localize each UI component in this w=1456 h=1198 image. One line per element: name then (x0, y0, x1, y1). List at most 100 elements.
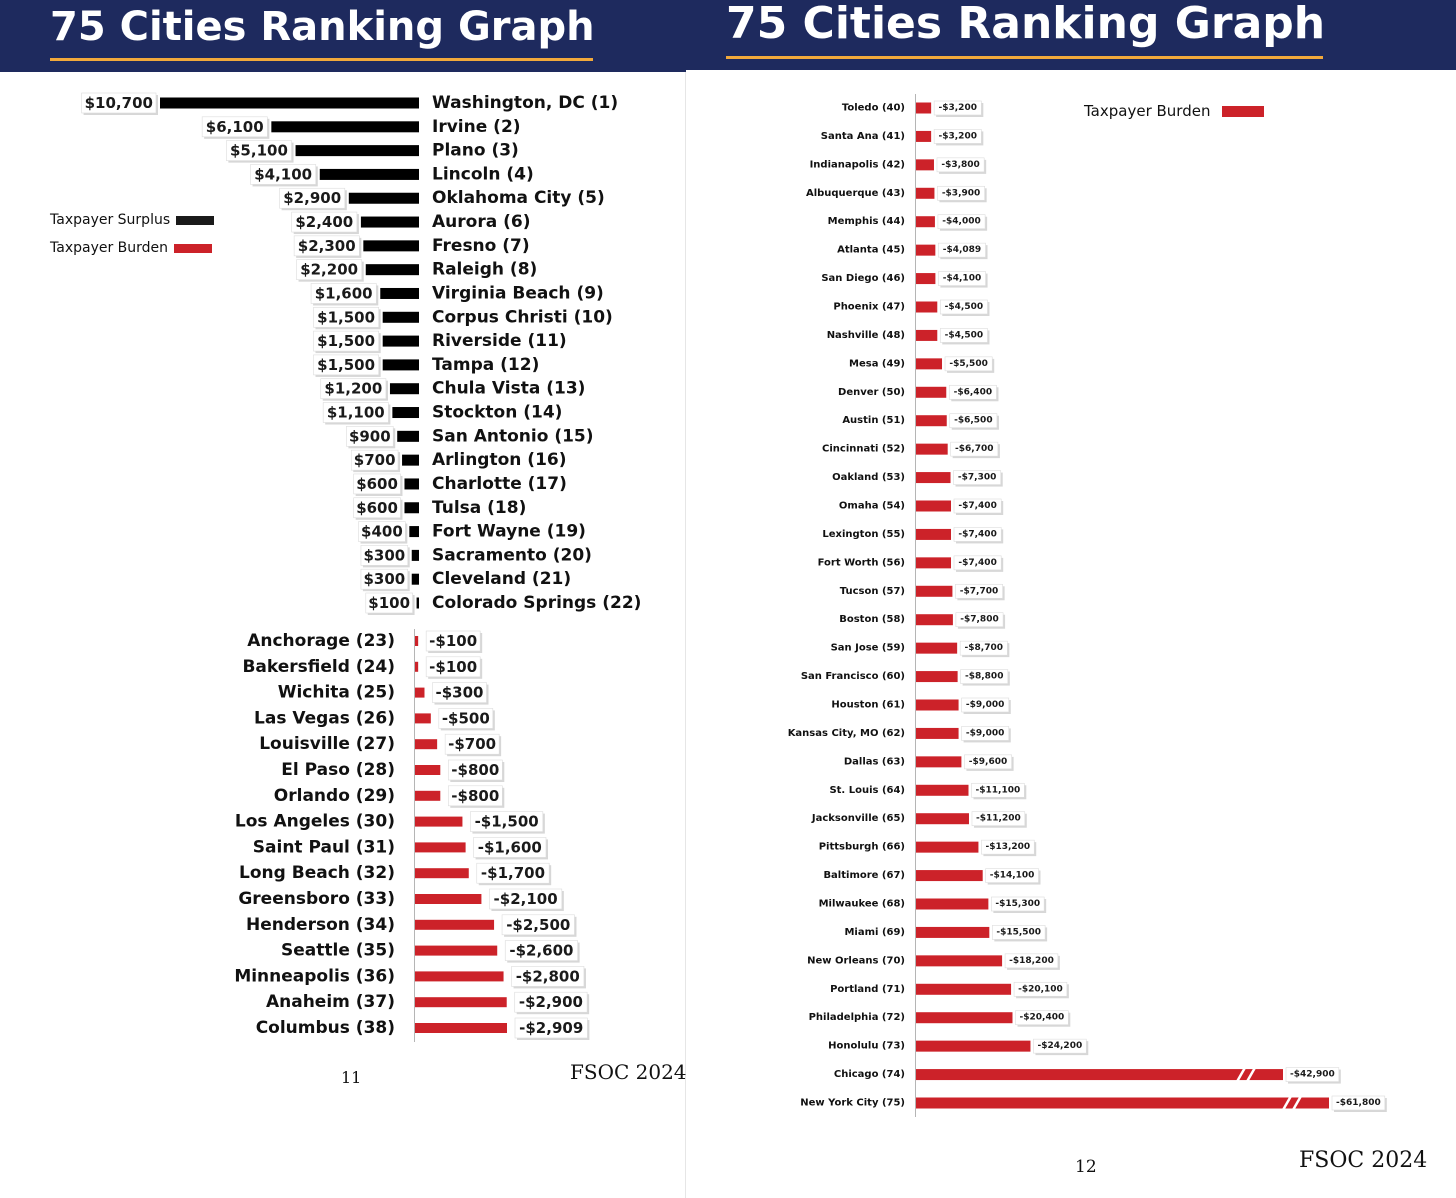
burden-value-label-anaheim-37-bg (514, 991, 588, 1013)
surplus-bar-fresno-7 (363, 240, 419, 252)
legend-burden-label-right: Taxpayer Burden (1084, 102, 1211, 120)
surplus-value-label-raleigh-8-bg (296, 259, 363, 280)
burden-value-label-el-paso-28: -$800 (451, 761, 499, 779)
burden-value-label-seattle-35-bg (504, 940, 578, 961)
legend-burden-left: Taxpayer Burden (50, 240, 213, 256)
burden-category-label-philadelphia-72: Philadelphia (72) (809, 1012, 905, 1023)
burden-value-label-los-angeles-30-bg (470, 811, 544, 832)
surplus-value-label-fresno-7: $2,300 (298, 237, 356, 255)
surplus-value-label-san-antonio-15-bg (346, 426, 394, 447)
burden-value-label-kansas-city-mo-62-bg (961, 726, 1010, 741)
axis-break-mark-new-york-city-75 (1291, 1095, 1303, 1111)
burden-value-label-st-louis-64-box: -$11,100 (971, 782, 1027, 800)
surplus-bar-washington-dc-1 (160, 97, 419, 109)
surplus-value-label-stockton-14: $1,100 (327, 404, 385, 422)
surplus-category-label-virginia-beach-9: Virginia Beach (9) (432, 283, 604, 303)
surplus-value-label-corpus-christi-10: $1,500 (317, 308, 375, 326)
burden-category-label-anchorage-23: Anchorage (23) (247, 631, 395, 651)
surplus-bar-aurora-6 (360, 216, 419, 228)
burden-category-label-st-louis-64: St. Louis (64) (829, 785, 905, 796)
burden-value-label-santa-ana-41-box: -$3,200 (933, 129, 984, 146)
right-title: 75 Cities Ranking Graph (726, 0, 1326, 49)
burden-value-label-henderson-34: -$2,500 (506, 916, 570, 934)
burden-value-label-greensboro-33-bg (489, 888, 563, 910)
burden-bar-pittsburgh-66 (916, 841, 979, 853)
burden-bar-albuquerque-43 (916, 187, 935, 199)
burden-value-label-anaheim-37-box: -$2,900 (514, 991, 590, 1015)
burden-value-label-milwaukee-68: -$15,300 (995, 899, 1040, 909)
burden-value-label-wichita-25: -$300 (435, 684, 483, 702)
burden-category-label-los-angeles-30: Los Angeles (30) (235, 812, 395, 832)
burden-value-label-saint-paul-31-box: -$1,600 (473, 837, 549, 860)
burden-value-label-phoenix-47-bg (939, 299, 988, 315)
burden-category-label-las-vegas-26: Las Vegas (26) (254, 708, 395, 728)
surplus-value-label-sacramento-20-bg (360, 545, 409, 566)
burden-value-label-houston-61-box: -$9,000 (961, 697, 1011, 714)
burden-bar-long-beach-32 (415, 868, 469, 879)
burden-value-label-dallas-63: -$9,600 (969, 757, 1007, 767)
burden-category-label-cincinnati-52: Cincinnati (52) (822, 444, 905, 455)
burden-category-label-albuquerque-43: Albuquerque (43) (806, 188, 905, 199)
surplus-value-label-riverside-11-bg (313, 330, 379, 352)
surplus-value-label-san-antonio-15-box: $900 (346, 426, 396, 449)
burden-value-label-fort-worth-56: -$7,400 (958, 558, 996, 568)
surplus-bar-irvine-2 (271, 121, 419, 133)
burden-value-label-mesa-49-box: -$5,500 (944, 356, 995, 373)
burden-bar-san-jose-59 (916, 642, 958, 654)
surplus-value-label-irvine-2-bg (201, 116, 268, 138)
burden-category-label-phoenix-47: Phoenix (47) (833, 302, 905, 313)
burden-category-label-san-jose-59: San Jose (59) (831, 643, 905, 654)
burden-value-label-philadelphia-72-bg (1015, 1010, 1069, 1026)
surplus-category-label-colorado-springs-22: Colorado Springs (22) (432, 593, 641, 613)
burden-value-label-chicago-74-bg (1285, 1067, 1340, 1082)
burden-value-label-anaheim-37: -$2,900 (519, 993, 583, 1011)
burden-value-label-miami-69: -$15,500 (996, 927, 1041, 937)
burden-value-label-indianapolis-42-bg (936, 157, 985, 173)
burden-value-label-phoenix-47: -$4,500 (945, 302, 983, 312)
surplus-category-label-fresno-7: Fresno (7) (432, 236, 530, 256)
axis-break-mark-new-york-city-75 (1281, 1095, 1293, 1111)
burden-category-label-new-orleans-70: New Orleans (70) (807, 955, 905, 966)
surplus-category-label-arlington-16: Arlington (16) (432, 450, 567, 470)
burden-category-label-mesa-49: Mesa (49) (849, 358, 905, 369)
surplus-value-label-virginia-beach-9-box: $1,600 (310, 283, 379, 306)
burden-value-label-orlando-29-box: -$800 (448, 785, 505, 808)
burden-category-label-long-beach-32: Long Beach (32) (239, 863, 395, 883)
burden-bar-memphis-44 (916, 216, 935, 228)
burden-category-label-saint-paul-31: Saint Paul (31) (253, 837, 395, 857)
burden-value-label-jacksonville-65-bg (971, 811, 1026, 827)
burden-value-label-toledo-40-bg (933, 100, 982, 116)
burden-value-label-portland-71: -$20,100 (1018, 984, 1063, 994)
surplus-bar-charlotte-17 (404, 478, 419, 490)
burden-value-label-wichita-25-bg (432, 682, 487, 703)
burden-value-label-nashville-48-box: -$4,500 (939, 328, 990, 345)
burden-value-label-albuquerque-43: -$3,900 (942, 188, 980, 198)
burden-category-label-seattle-35: Seattle (35) (281, 941, 395, 961)
burden-category-label-henderson-34: Henderson (34) (246, 915, 395, 935)
source-right: FSOC 2024 (1299, 1148, 1428, 1173)
burden-value-label-santa-ana-41: -$3,200 (939, 131, 977, 141)
surplus-value-label-fort-wayne-19: $400 (361, 523, 403, 541)
burden-value-label-oakland-53-bg (953, 470, 1002, 485)
burden-value-label-austin-51-bg (949, 413, 998, 429)
burden-category-label-dallas-63: Dallas (63) (844, 756, 905, 767)
surplus-value-label-cleveland-21: $300 (363, 570, 405, 588)
burden-category-label-san-francisco-60: San Francisco (60) (801, 671, 905, 682)
burden-value-label-los-angeles-30-box: -$1,500 (470, 811, 545, 834)
burden-value-label-honolulu-73-box: -$24,200 (1033, 1038, 1089, 1056)
surplus-bar-stockton-14 (392, 407, 419, 419)
burden-value-label-toledo-40: -$3,200 (939, 103, 977, 113)
burden-value-label-toledo-40-box: -$3,200 (933, 100, 984, 117)
burden-value-label-miami-69-bg (992, 925, 1046, 940)
surplus-value-label-fort-wayne-19-box: $400 (358, 521, 408, 544)
burden-category-label-wichita-25: Wichita (25) (278, 683, 395, 703)
burden-value-label-fort-worth-56-bg (953, 555, 1002, 571)
burden-value-label-greensboro-33: -$2,100 (494, 890, 558, 908)
burden-value-label-columbus-38: -$2,909 (519, 1019, 583, 1037)
burden-value-label-baltimore-67: -$14,100 (990, 871, 1035, 881)
burden-bar-portland-71 (916, 983, 1012, 995)
burden-bar-san-diego-46 (916, 273, 936, 285)
burden-value-label-san-jose-59: -$8,700 (965, 643, 1003, 653)
burden-value-label-philadelphia-72-box: -$20,400 (1015, 1010, 1071, 1027)
burden-bar-austin-51 (916, 415, 947, 427)
